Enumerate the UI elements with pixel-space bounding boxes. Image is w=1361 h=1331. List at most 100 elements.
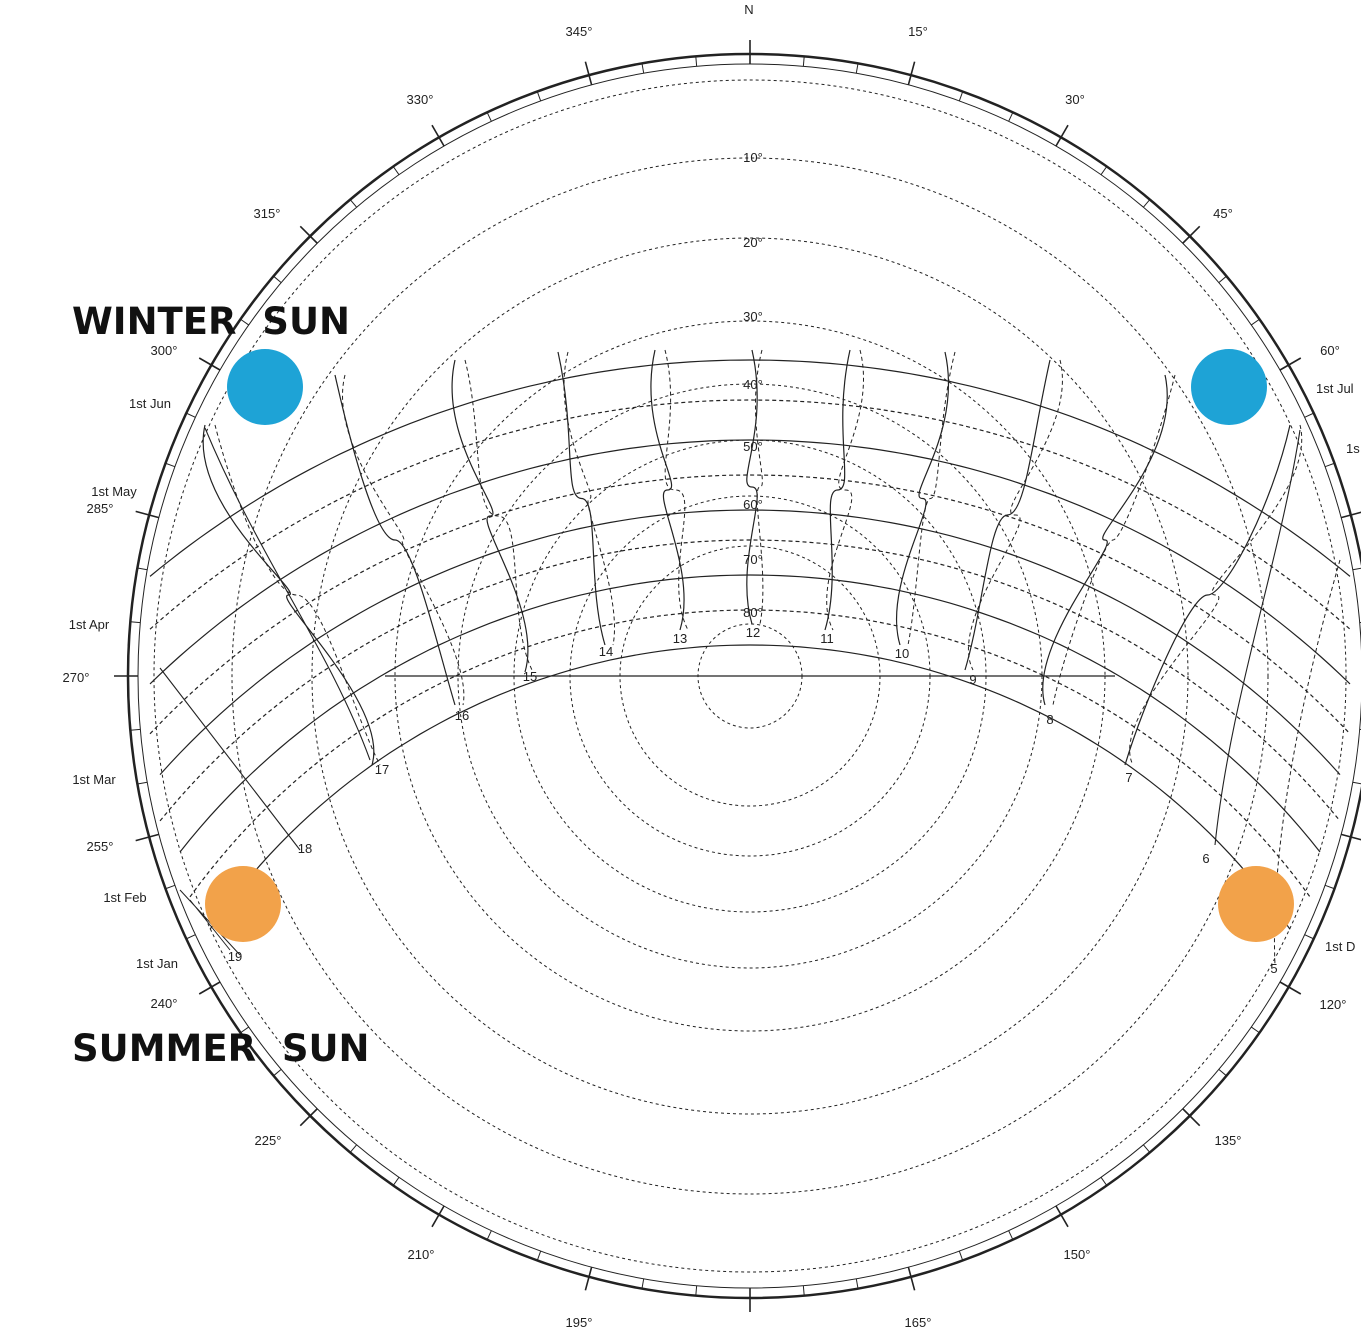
- azimuth-tick: [1100, 166, 1108, 175]
- azimuth-tick: [802, 1285, 805, 1296]
- hour-label: 9: [969, 672, 976, 687]
- date-label: 1st Feb: [103, 890, 146, 905]
- azimuth-tick: [130, 728, 141, 731]
- azimuth-label: 330°: [407, 92, 434, 107]
- altitude-labels: 10° 20° 30° 40° 50° 60° 70° 80°: [743, 150, 763, 620]
- azimuth-label: 225°: [255, 1133, 282, 1148]
- azimuth-tick: [198, 981, 221, 995]
- hour-line: [1042, 374, 1168, 706]
- date-arc: [209, 644, 1291, 930]
- azimuth-tick: [137, 567, 148, 571]
- date-labels: 1st Jun 1st May 1st Apr 1st Mar 1st Feb …: [69, 381, 1360, 971]
- azimuth-tick: [958, 1250, 964, 1261]
- azimuth-tick: [1055, 124, 1069, 147]
- date-arc: [149, 399, 1351, 630]
- azimuth-tick: [186, 412, 196, 418]
- azimuth-tick: [299, 225, 318, 244]
- azimuth-tick: [392, 1177, 400, 1186]
- azimuth-tick: [1251, 1026, 1260, 1034]
- hour-label: 17: [375, 762, 389, 777]
- azimuth-label: 300°: [151, 343, 178, 358]
- date-arc: [159, 509, 1341, 776]
- azimuth-tick: [135, 833, 160, 842]
- hour-line-return: [826, 349, 864, 631]
- azimuth-tick: [431, 1205, 445, 1228]
- summer-sun-label: SUMMER SUN: [72, 1027, 370, 1070]
- winter-sun-label: WINTER SUN: [72, 300, 350, 343]
- date-label: 1st Jul: [1316, 381, 1354, 396]
- azimuth-tick: [1008, 112, 1014, 122]
- hour-label: 11: [820, 631, 834, 646]
- winter-sun-right: [1191, 349, 1267, 425]
- date-arc: [149, 359, 1351, 577]
- azimuth-tick: [1100, 1177, 1108, 1186]
- hour-line-return: [214, 424, 381, 766]
- azimuth-tick: [349, 199, 357, 208]
- azimuth-label: 345°: [566, 24, 593, 39]
- azimuth-tick: [349, 1144, 357, 1153]
- azimuth-label: 315°: [254, 206, 281, 221]
- date-arc: [149, 439, 1351, 685]
- hour-label: 8: [1046, 712, 1053, 727]
- azimuth-tick: [165, 462, 176, 468]
- azimuth-tick: [299, 1108, 318, 1127]
- azimuth-tick: [855, 1278, 859, 1289]
- hour-line-return: [755, 349, 764, 625]
- azimuth-label: 135°: [1215, 1133, 1242, 1148]
- summer-sun-right: [1218, 866, 1294, 942]
- hour-line-return: [563, 351, 615, 646]
- azimuth-tick: [137, 781, 148, 785]
- azimuth-label: 30°: [1065, 92, 1085, 107]
- azimuth-tick: [1279, 981, 1302, 995]
- date-label: 1s: [1346, 441, 1360, 456]
- azimuth-tick: [695, 56, 698, 67]
- azimuth-label: 195°: [566, 1315, 593, 1330]
- date-label: 1st Jan: [136, 956, 178, 971]
- azimuth-tick: [1304, 412, 1314, 418]
- azimuth-tick: [273, 275, 282, 283]
- azimuth-tick: [198, 357, 221, 371]
- hour-label: 16: [455, 708, 469, 723]
- date-label: 1st Mar: [72, 772, 116, 787]
- date-label: 1st Apr: [69, 617, 110, 632]
- azimuth-label: 15°: [908, 24, 928, 39]
- date-label: 1st May: [91, 484, 137, 499]
- hour-line: [557, 351, 606, 646]
- azimuth-tick: [431, 124, 445, 147]
- altitude-label: 10°: [743, 150, 763, 165]
- altitude-ring: [231, 157, 1269, 1195]
- azimuth-tick: [907, 61, 916, 86]
- hour-label: 13: [673, 631, 687, 646]
- azimuth-tick: [907, 1266, 916, 1291]
- azimuth-tick: [958, 91, 964, 102]
- azimuth-tick: [1218, 275, 1227, 283]
- date-arc: [149, 474, 1351, 735]
- hour-line-return: [1052, 374, 1176, 706]
- azimuth-tick: [1055, 1205, 1069, 1228]
- azimuth-label: 255°: [87, 839, 114, 854]
- hour-line: [334, 374, 456, 706]
- azimuth-label: 240°: [151, 996, 178, 1011]
- date-label: 1st Jun: [129, 396, 171, 411]
- azimuth-tick: [1340, 511, 1361, 519]
- winter-sun-left: [227, 349, 303, 425]
- azimuth-label: 165°: [905, 1315, 932, 1330]
- azimuth-tick: [1324, 884, 1335, 890]
- azimuth-ticks: [114, 40, 1361, 1312]
- altitude-label: 20°: [743, 235, 763, 250]
- hour-line: [895, 351, 950, 646]
- azimuth-tick: [1251, 318, 1260, 326]
- azimuth-tick: [855, 63, 859, 74]
- hour-line-return: [664, 349, 689, 631]
- azimuth-label: 285°: [87, 501, 114, 516]
- azimuth-tick: [1008, 1230, 1014, 1240]
- north-label: N: [744, 2, 753, 17]
- hour-line-return: [907, 351, 956, 646]
- date-label: 1st D: [1325, 939, 1355, 954]
- azimuth-tick: [1352, 781, 1361, 785]
- altitude-ring: [311, 237, 1189, 1115]
- hour-label: 12: [746, 625, 760, 640]
- azimuth-label: 270°: [63, 670, 90, 685]
- hour-line: [204, 427, 371, 761]
